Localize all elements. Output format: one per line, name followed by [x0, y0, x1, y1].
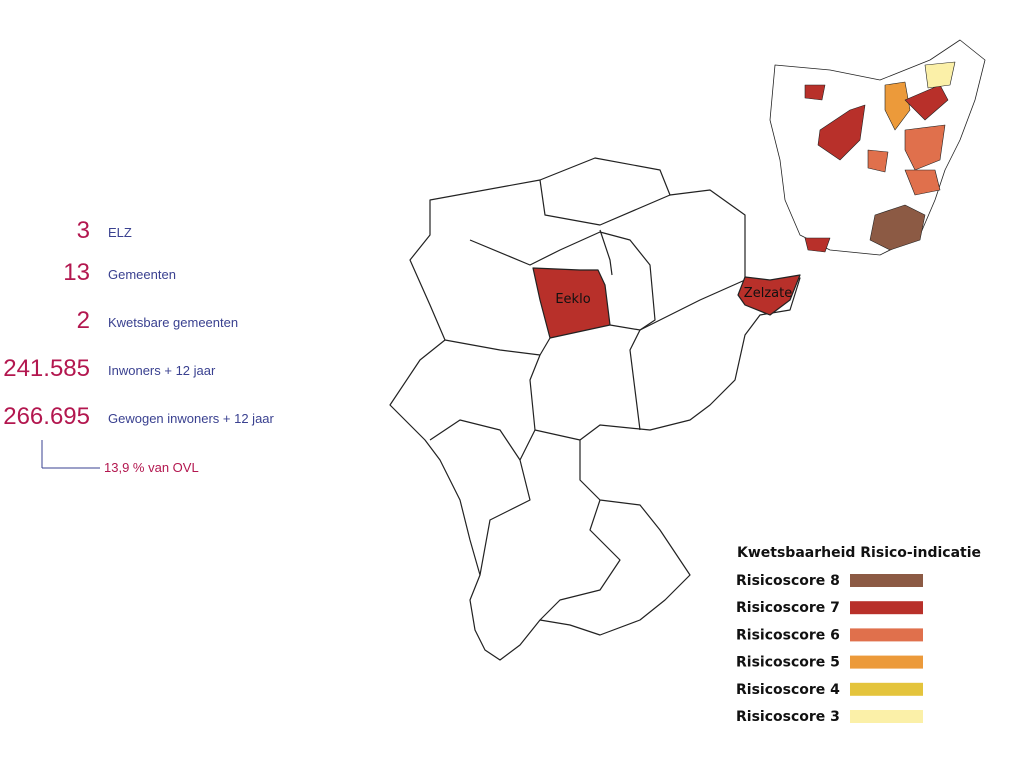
legend-swatch	[850, 682, 923, 696]
inset-map	[769, 39, 986, 256]
legend-title: Kwetsbaarheid Risico-indicatie	[737, 545, 981, 561]
inset-area	[884, 81, 911, 131]
stat-label: Gewogen inwoners + 12 jaar	[108, 411, 275, 426]
inset-area	[867, 149, 889, 173]
inset-area	[804, 237, 831, 253]
stat-label: ELZ	[108, 225, 132, 240]
border	[429, 419, 521, 461]
legend-label: Risicoscore 4	[736, 682, 840, 698]
legend-label: Risicoscore 3	[736, 709, 840, 725]
border	[599, 229, 613, 276]
stat-value: 13	[63, 259, 90, 286]
legend-label: Risicoscore 8	[736, 573, 840, 589]
border	[479, 429, 536, 576]
inset-area	[817, 104, 866, 161]
municipality-zelzate	[737, 274, 801, 316]
border	[529, 354, 581, 441]
stat-label: Kwetsbare gemeenten	[108, 315, 238, 330]
border	[444, 337, 551, 356]
inset-area	[904, 84, 949, 121]
stat-value: 2	[77, 307, 90, 334]
inset-area	[804, 84, 826, 101]
stat-label: Gemeenten	[108, 267, 176, 282]
legend-swatch	[850, 628, 923, 642]
border	[539, 179, 671, 226]
legend-swatch	[850, 601, 923, 615]
stat-label: Inwoners + 12 jaar	[108, 363, 216, 378]
legend-label: Risicoscore 7	[736, 600, 840, 616]
legend-label: Risicoscore 5	[736, 655, 840, 671]
main-map: Eeklo Zelzate	[389, 157, 801, 661]
municipality-eeklo	[532, 267, 611, 339]
legend-swatch	[850, 710, 923, 723]
border	[539, 499, 621, 621]
map-label: Zelzate	[744, 286, 792, 301]
stat-value: 266.695	[3, 403, 90, 430]
inset-area	[924, 61, 956, 89]
inset-area	[869, 204, 926, 251]
stat-value: 3	[77, 217, 90, 244]
inset-area	[904, 124, 946, 171]
note: 13,9 % van OVL	[104, 460, 199, 475]
legend-label: Risicoscore 6	[736, 627, 840, 643]
map-label: Eeklo	[555, 292, 590, 307]
border	[629, 279, 746, 431]
inset-area	[904, 169, 941, 196]
legend-swatch	[850, 655, 923, 669]
legend-swatch	[850, 574, 923, 587]
stat-value: 241.585	[3, 355, 90, 382]
border	[469, 231, 656, 331]
